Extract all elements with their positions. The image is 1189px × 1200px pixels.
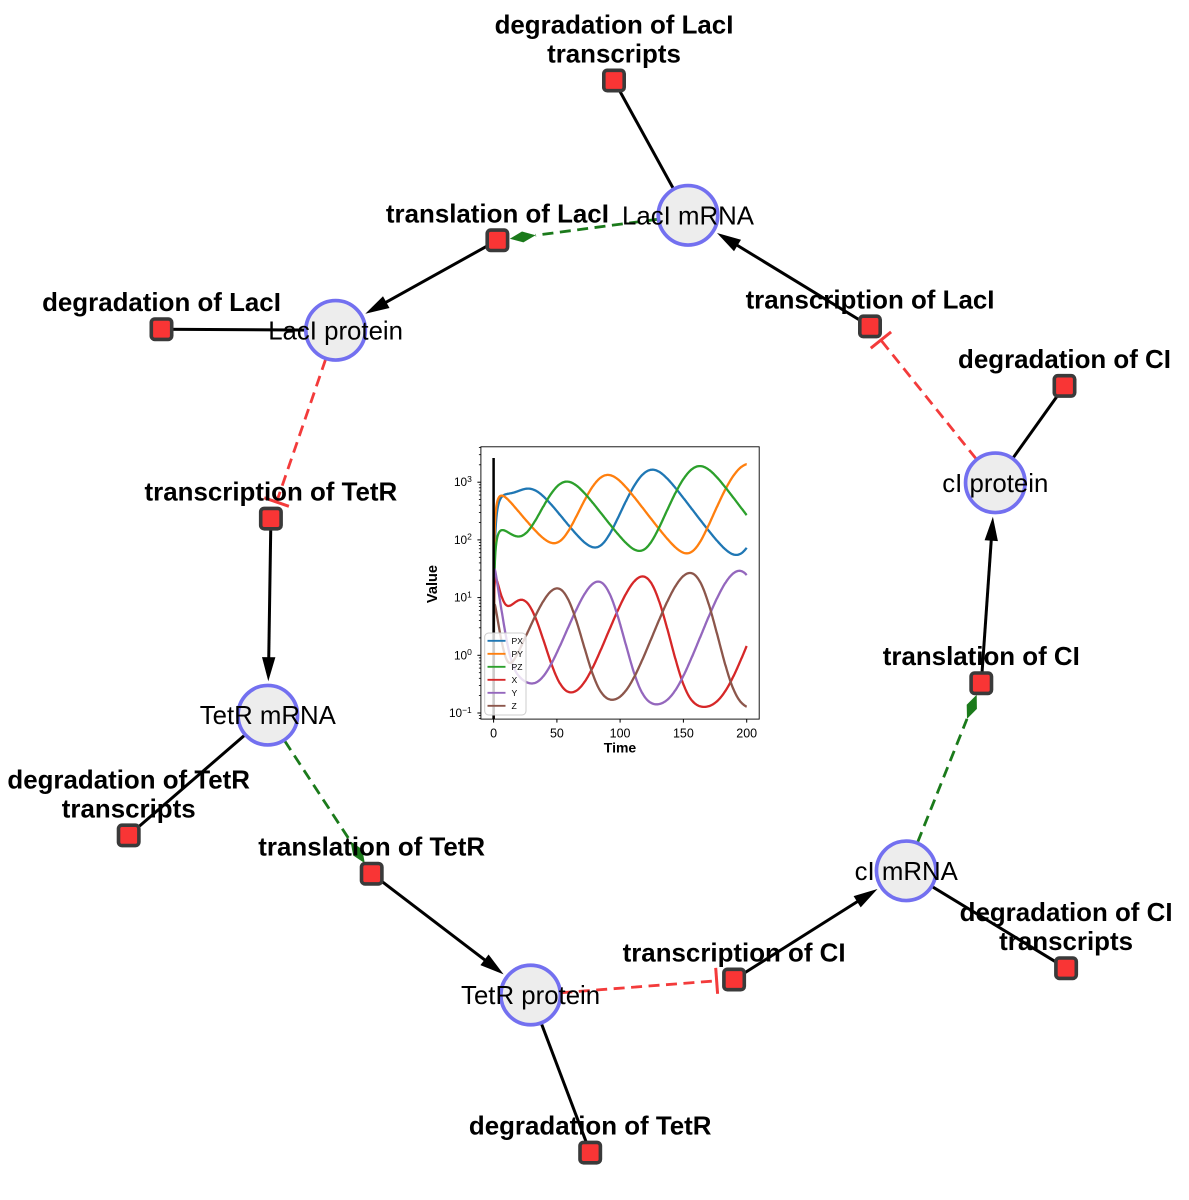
svg-text:cI mRNA: cI mRNA xyxy=(855,858,959,886)
svg-text:degradation of TetR: degradation of TetR xyxy=(7,766,250,794)
svg-text:degradation of LacI: degradation of LacI xyxy=(495,12,734,40)
svg-text:200: 200 xyxy=(736,726,757,740)
svg-text:LacI protein: LacI protein xyxy=(268,317,403,345)
svg-text:degradation of CI: degradation of CI xyxy=(960,899,1173,927)
svg-text:transcripts: transcripts xyxy=(547,41,681,69)
svg-text:Z: Z xyxy=(512,701,517,711)
svg-text:degradation of LacI: degradation of LacI xyxy=(42,289,281,317)
svg-text:degradation of CI: degradation of CI xyxy=(958,346,1171,374)
svg-text:transcription of CI: transcription of CI xyxy=(623,940,846,968)
svg-text:PX: PX xyxy=(512,636,524,646)
svg-text:50: 50 xyxy=(550,726,564,740)
svg-text:transcription of TetR: transcription of TetR xyxy=(145,479,398,507)
svg-text:X: X xyxy=(512,675,518,685)
svg-text:PZ: PZ xyxy=(512,662,523,672)
svg-text:transcripts: transcripts xyxy=(62,795,196,823)
svg-text:PY: PY xyxy=(512,649,524,659)
svg-text:LacI mRNA: LacI mRNA xyxy=(622,202,755,230)
svg-text:Time: Time xyxy=(604,740,637,756)
svg-text:150: 150 xyxy=(673,726,694,740)
svg-text:translation of CI: translation of CI xyxy=(883,643,1080,671)
svg-text:0: 0 xyxy=(490,726,497,740)
svg-text:translation of TetR: translation of TetR xyxy=(258,834,485,862)
svg-text:TetR mRNA: TetR mRNA xyxy=(200,702,337,730)
svg-text:cI protein: cI protein xyxy=(942,470,1048,498)
svg-text:degradation of TetR: degradation of TetR xyxy=(469,1113,712,1141)
svg-text:TetR protein: TetR protein xyxy=(461,982,600,1010)
svg-text:Y: Y xyxy=(512,688,518,698)
svg-text:100: 100 xyxy=(610,726,631,740)
svg-text:transcripts: transcripts xyxy=(999,928,1133,956)
svg-text:transcription of LacI: transcription of LacI xyxy=(746,286,995,314)
svg-text:translation of LacI: translation of LacI xyxy=(386,200,609,228)
svg-text:Value: Value xyxy=(425,565,441,603)
